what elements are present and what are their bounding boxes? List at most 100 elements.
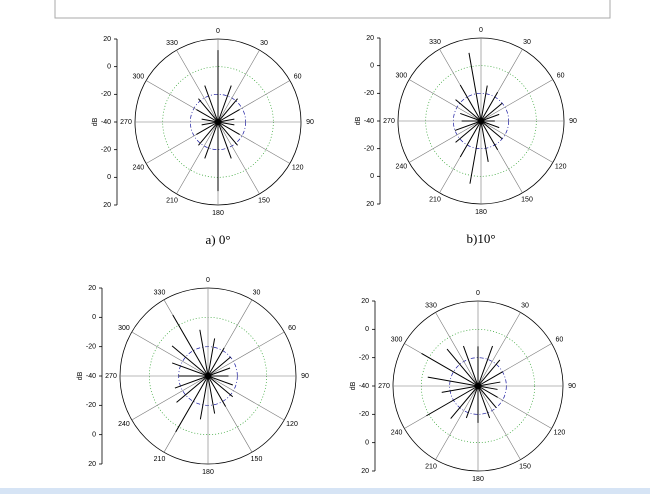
- angle-label: 30: [521, 302, 529, 309]
- angle-label: 330: [166, 40, 178, 47]
- angle-label: 30: [253, 290, 261, 297]
- angle-label: 300: [391, 336, 403, 343]
- angle-label: 180: [202, 469, 214, 476]
- r-tick-label: -20: [86, 344, 96, 351]
- spoke: [176, 49, 219, 123]
- angle-label: 240: [132, 164, 144, 171]
- angle-label: 330: [154, 290, 166, 297]
- angle-label: 150: [521, 197, 533, 204]
- pattern-line: [454, 52, 503, 184]
- angle-label: 210: [429, 197, 441, 204]
- r-tick-label: 20: [88, 461, 96, 468]
- r-tick-label: 0: [92, 314, 96, 321]
- r-axis-label: dB: [92, 117, 99, 126]
- angle-label: 180: [472, 476, 484, 483]
- angle-label: 240: [395, 163, 407, 170]
- angle-label: 30: [260, 40, 268, 47]
- angle-label: 330: [429, 39, 441, 46]
- spoke: [176, 121, 219, 195]
- r-tick-label: -40: [364, 118, 374, 125]
- angle-label: 60: [556, 336, 564, 343]
- r-tick-label: 0: [107, 64, 111, 71]
- r-tick-label: 0: [365, 440, 369, 447]
- caption: a) 0°: [205, 232, 230, 247]
- status-bar: [0, 488, 650, 494]
- spoke: [207, 331, 285, 377]
- r-tick-label: -40: [86, 373, 96, 380]
- angle-label: 180: [475, 209, 487, 216]
- r-tick-label: 20: [366, 35, 374, 42]
- angle-label: 0: [206, 277, 210, 284]
- angle-label: 300: [395, 72, 407, 79]
- angle-label: 210: [166, 198, 178, 205]
- angle-label: 150: [251, 456, 263, 463]
- r-tick-label: 0: [365, 326, 369, 333]
- r-tick-label: -20: [359, 355, 369, 362]
- angle-label: 120: [286, 421, 298, 428]
- r-axis-label: dB: [355, 116, 362, 125]
- r-tick-label: -20: [359, 411, 369, 418]
- spoke: [131, 331, 209, 377]
- pattern-line: [196, 50, 240, 192]
- angle-label: 270: [383, 118, 395, 125]
- angle-label: 300: [118, 325, 130, 332]
- angle-label: 210: [425, 463, 437, 470]
- angle-label: 90: [301, 373, 309, 380]
- r-axis-label: dB: [350, 381, 357, 390]
- spoke: [408, 120, 482, 163]
- r-tick-label: 20: [366, 201, 374, 208]
- r-tick-label: 0: [92, 432, 96, 439]
- r-tick-label: 20: [103, 202, 111, 209]
- r-tick-label: -20: [101, 91, 111, 98]
- r-tick-label: 0: [107, 174, 111, 181]
- angle-label: 270: [120, 119, 132, 126]
- r-tick-label: 0: [370, 173, 374, 180]
- spoke: [435, 312, 479, 387]
- angle-label: 180: [212, 210, 224, 217]
- angle-label: 150: [519, 463, 531, 470]
- r-tick-label: 20: [88, 285, 96, 292]
- angle-label: 330: [425, 302, 437, 309]
- angle-label: 0: [216, 28, 220, 35]
- angle-label: 0: [479, 27, 483, 34]
- r-tick-label: -40: [359, 383, 369, 390]
- angle-label: 300: [132, 73, 144, 80]
- angle-label: 90: [306, 119, 314, 126]
- angle-label: 270: [105, 373, 117, 380]
- r-tick-label: 20: [361, 468, 369, 475]
- angle-label: 90: [569, 118, 577, 125]
- angle-label: 150: [258, 198, 270, 205]
- angle-label: 270: [378, 383, 390, 390]
- r-tick-label: -20: [86, 402, 96, 409]
- spoke: [477, 385, 521, 460]
- angle-label: 240: [391, 429, 403, 436]
- spoke: [435, 385, 479, 460]
- angle-label: 30: [523, 39, 531, 46]
- angle-label: 120: [554, 429, 566, 436]
- angle-label: 120: [292, 164, 304, 171]
- angle-label: 60: [288, 325, 296, 332]
- spoke: [217, 49, 260, 123]
- spoke: [477, 312, 521, 387]
- r-axis-label: dB: [77, 371, 84, 380]
- r-tick-label: -40: [101, 119, 111, 126]
- angle-label: 90: [568, 383, 576, 390]
- spoke: [207, 375, 285, 421]
- angle-label: 0: [476, 290, 480, 297]
- angle-label: 120: [555, 163, 567, 170]
- spoke: [408, 79, 482, 122]
- angle-label: 210: [154, 456, 166, 463]
- r-tick-label: 20: [361, 298, 369, 305]
- spoke: [131, 375, 209, 421]
- r-tick-label: 0: [370, 63, 374, 70]
- spoke: [217, 121, 260, 195]
- pattern-line: [171, 314, 234, 433]
- spoke: [480, 79, 554, 122]
- r-tick-label: -20: [364, 146, 374, 153]
- r-tick-label: -20: [101, 147, 111, 154]
- angle-label: 60: [557, 72, 565, 79]
- spoke: [480, 120, 554, 163]
- pattern-line: [421, 345, 503, 423]
- r-tick-label: 20: [103, 36, 111, 43]
